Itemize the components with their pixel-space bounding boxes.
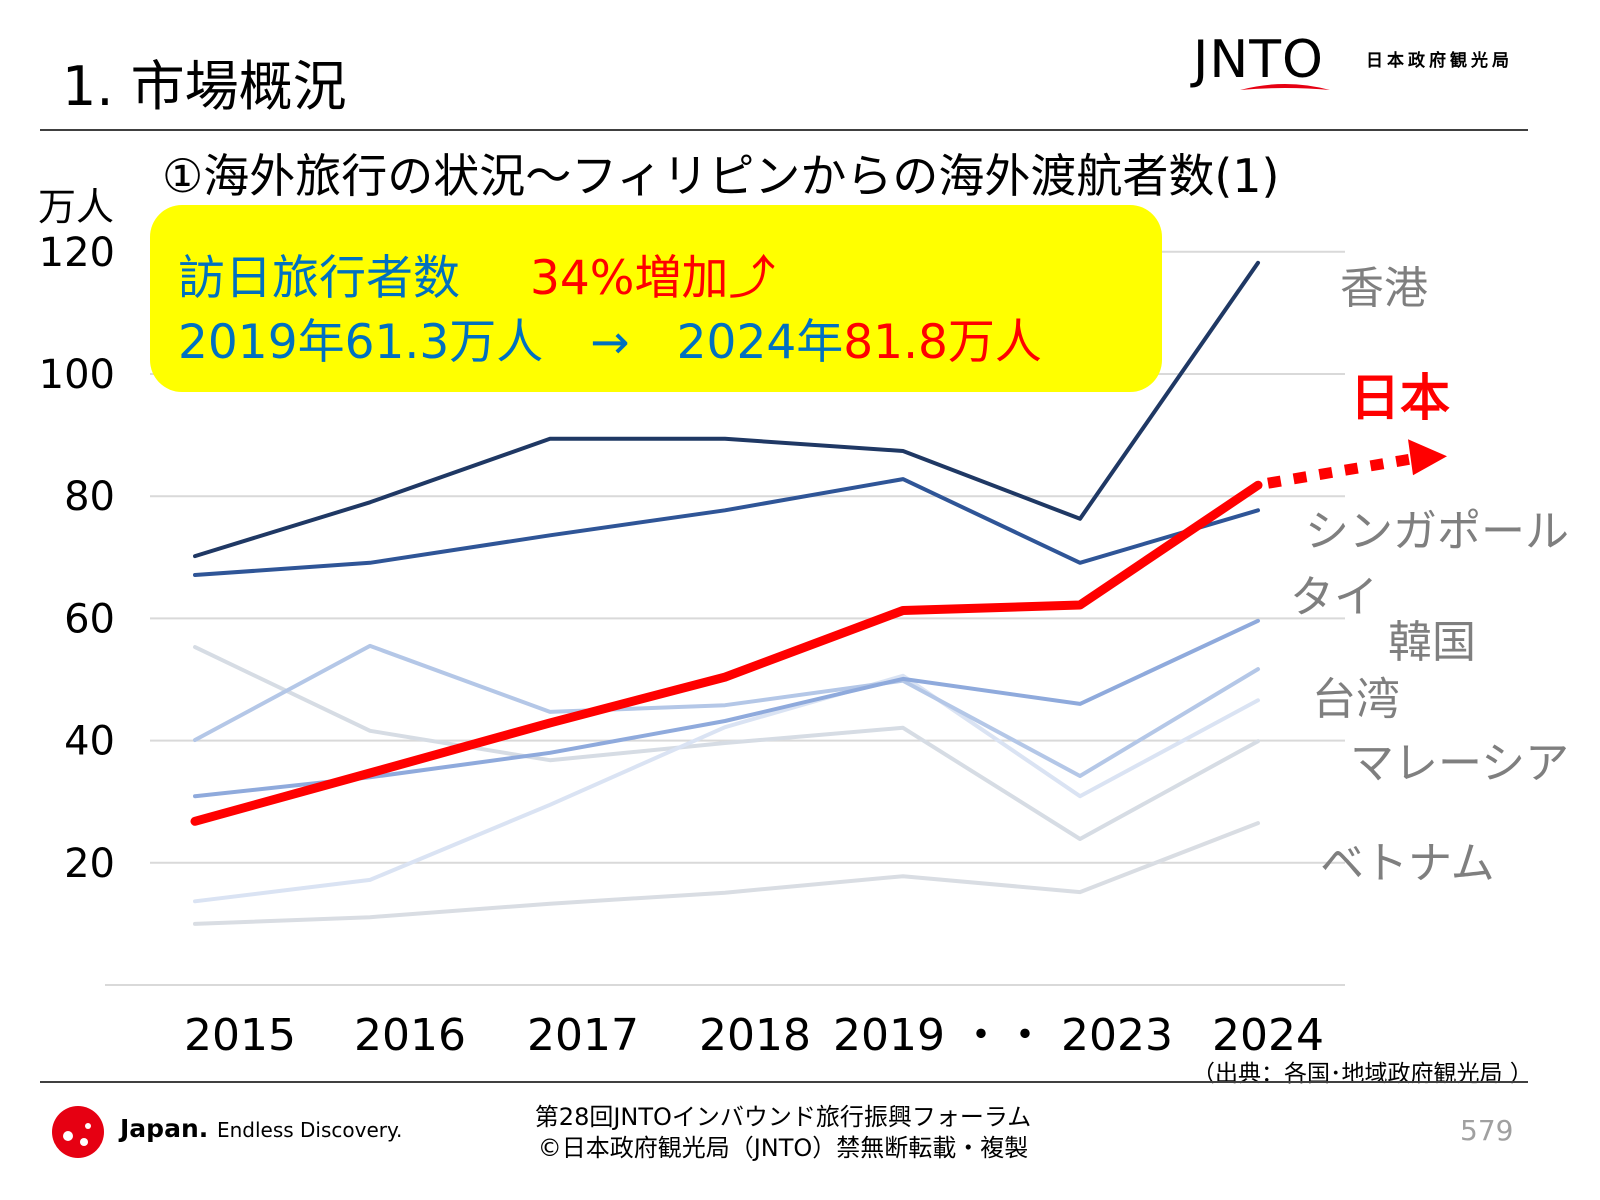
japan-brand: Japan. Endless Discovery. xyxy=(120,1114,402,1143)
callout-increase: 34%増加⤴ xyxy=(530,251,776,306)
jnto-logo-swoosh xyxy=(1240,84,1330,90)
page-title: 1. 市場概況 xyxy=(62,55,347,118)
trend-arrow-head xyxy=(1408,439,1447,476)
chart-title: ①海外旅行の状況～フィリピンからの海外渡航者数(1) xyxy=(162,149,1280,203)
y-tick-label: 20 xyxy=(64,841,115,887)
jnto-logo-subtext: 日本政府観光局 xyxy=(1366,51,1513,71)
series-line-日本 xyxy=(190,480,1263,826)
x-tick-label: 2017 xyxy=(527,1010,639,1061)
x-tick-label: 2018 xyxy=(699,1010,811,1061)
y-axis-unit: 万人 xyxy=(38,185,115,229)
y-tick-label: 40 xyxy=(64,719,115,765)
page-number: 579 xyxy=(1460,1114,1514,1147)
series-line-タイ xyxy=(193,618,1260,799)
series-line-台湾 xyxy=(193,673,1260,904)
footer-divider xyxy=(40,1081,1528,1083)
x-tick-label: 2024 xyxy=(1212,1010,1324,1061)
x-tick-label: 2019 ・・ 2023 xyxy=(833,1010,1173,1061)
footer-event: 第28回JNTOインバウンド旅行振興フォーラム xyxy=(534,1103,1032,1131)
series-label: ベトナム xyxy=(1320,838,1495,889)
callout-2024-value: 81.8万人 xyxy=(843,315,1042,370)
series-label: 香港 xyxy=(1340,263,1428,314)
series-label: タイ xyxy=(1290,572,1378,623)
series-line-シンガポール xyxy=(193,477,1260,577)
japan-cherry-blossom-logo xyxy=(48,1102,110,1164)
y-tick-label: 80 xyxy=(64,474,115,520)
trend-arrow-line xyxy=(1267,453,1411,489)
y-tick-label: 60 xyxy=(64,596,115,642)
x-tick-label: 2016 xyxy=(354,1010,466,1061)
series-label: マレーシア xyxy=(1350,738,1569,789)
series-line-ベトナム xyxy=(193,821,1260,926)
series-line-韓国 xyxy=(193,643,1260,778)
x-tick-label: 2015 xyxy=(184,1010,296,1061)
callout-label: 訪日旅行者数 xyxy=(178,251,460,306)
series-label: 韓国 xyxy=(1388,617,1476,668)
header-divider xyxy=(40,129,1528,131)
brand-name: Japan. xyxy=(120,1114,209,1143)
series-line-マレーシア xyxy=(193,645,1260,841)
y-tick-label: 120 xyxy=(39,230,115,276)
callout-comparison: 2019年61.3万人 → 2024年 xyxy=(178,315,844,370)
footer-copyright: ©日本政府観光局（JNTO）禁無断転載・複製 xyxy=(537,1134,1029,1162)
y-tick-label: 100 xyxy=(39,352,115,398)
series-label: 台湾 xyxy=(1312,674,1400,725)
callout-box: 訪日旅行者数 34%増加⤴ 2019年61.3万人 → 2024年81.8万人 xyxy=(150,205,1162,392)
jnto-logo xyxy=(1190,30,1340,114)
series-line-香港 xyxy=(193,260,1260,559)
jnto-logo-text: JNTO xyxy=(1193,30,1324,90)
series-label: シンガポール xyxy=(1305,506,1569,557)
brand-tagline: Endless Discovery. xyxy=(216,1118,403,1142)
series-label: 日本 xyxy=(1350,369,1450,427)
